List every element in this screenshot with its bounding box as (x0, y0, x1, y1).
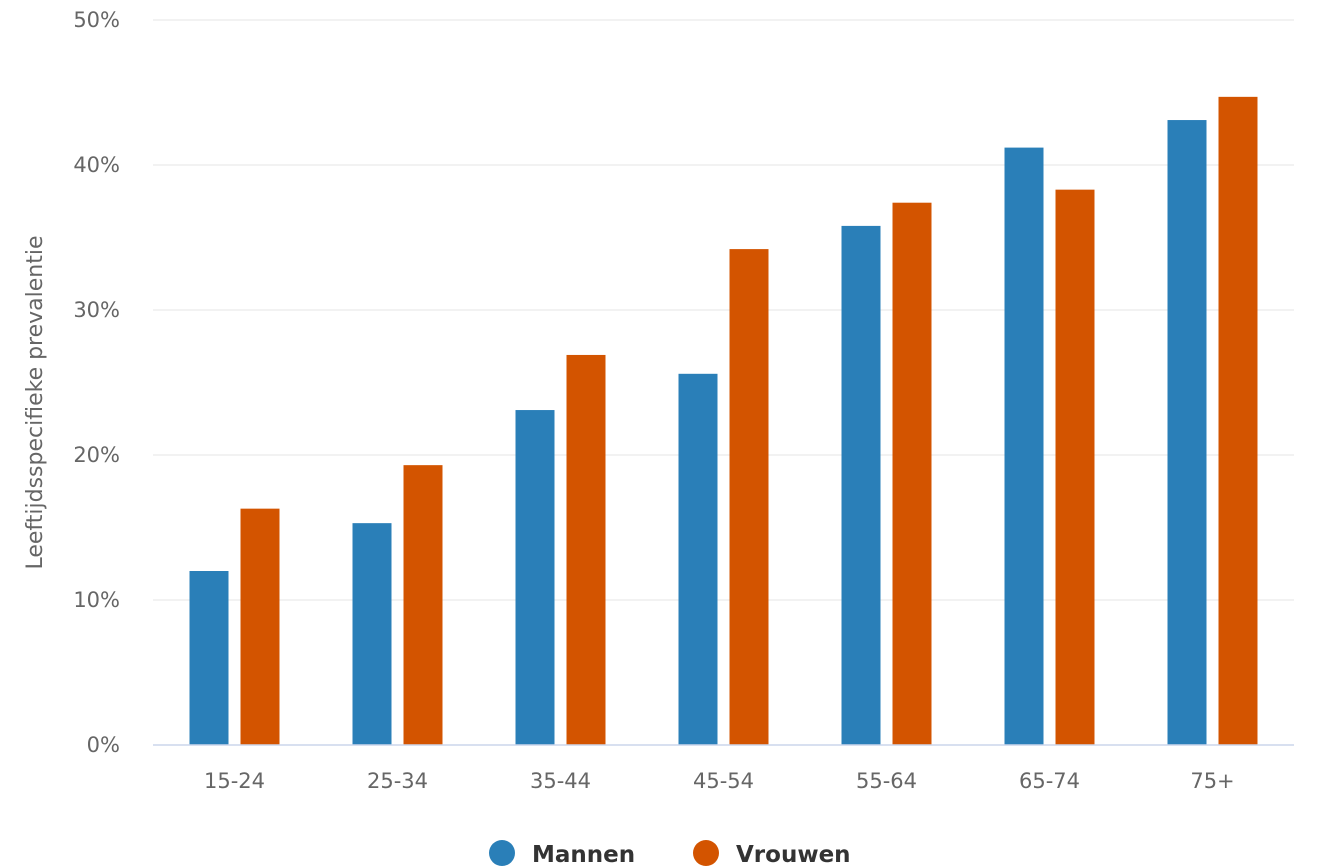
bar-mannen-75plus (1167, 120, 1207, 746)
x-axis-ticks: 15-24 25-34 35-44 45-54 55-64 65-74 75+ (204, 769, 1235, 793)
y-axis-label: Leeftijdsspecifieke prevalentie (23, 235, 48, 569)
bar-vrouwen-35-44 (566, 354, 606, 745)
legend-marker (693, 840, 719, 866)
bar-vrouwen-25-34 (403, 465, 443, 745)
bar-vrouwen-45-54 (729, 249, 769, 745)
bar-mannen-25-34 (352, 523, 392, 745)
y-tick-label: 20% (73, 443, 120, 467)
y-tick-label: 10% (73, 588, 120, 612)
legend-item-mannen[interactable]: Mannen (489, 840, 635, 868)
x-tick-label: 65-74 (1019, 769, 1080, 793)
y-tick-label: 30% (73, 298, 120, 322)
y-tick-label: 0% (87, 733, 120, 757)
y-tick-label: 40% (73, 153, 120, 177)
bar-mannen-65-74 (1004, 147, 1044, 746)
legend-item-vrouwen[interactable]: Vrouwen (693, 840, 851, 868)
legend-label: Mannen (532, 842, 635, 868)
bar-vrouwen-15-24 (240, 508, 280, 745)
bars (189, 96, 1258, 746)
bar-mannen-15-24 (189, 571, 229, 745)
legend[interactable]: Mannen Vrouwen (489, 840, 851, 868)
x-tick-label: 25-34 (367, 769, 428, 793)
x-tick-label: 55-64 (856, 769, 917, 793)
x-tick-label: 35-44 (530, 769, 591, 793)
bar-vrouwen-55-64 (892, 202, 932, 745)
x-tick-label: 75+ (1190, 769, 1234, 793)
x-tick-label: 45-54 (693, 769, 754, 793)
legend-label: Vrouwen (736, 842, 851, 868)
bar-mannen-55-64 (841, 225, 881, 745)
bar-vrouwen-65-74 (1055, 189, 1095, 745)
y-axis-ticks: 0% 10% 20% 30% 40% 50% (73, 8, 120, 757)
x-tick-label: 15-24 (204, 769, 265, 793)
bar-mannen-45-54 (678, 373, 718, 745)
legend-marker (489, 840, 515, 866)
y-tick-label: 50% (73, 8, 120, 32)
grid-lines (153, 19, 1294, 601)
bar-vrouwen-75plus (1218, 96, 1258, 746)
bar-mannen-35-44 (515, 410, 555, 745)
